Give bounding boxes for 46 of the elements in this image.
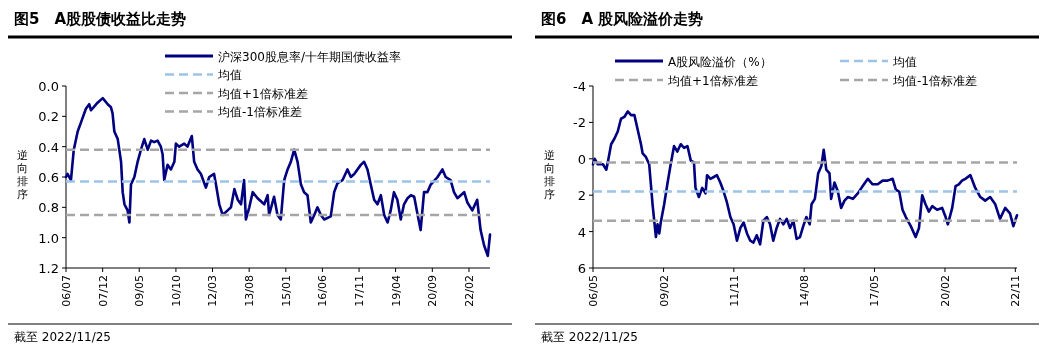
- x-tick-label: 13/08: [243, 275, 257, 307]
- y-tick-label: 0.0: [38, 79, 59, 94]
- text: 截至 2022/11/25: [541, 330, 638, 344]
- y-axis-title: 逆向排序: [543, 149, 555, 201]
- x-tick-label: 22/11: [1009, 275, 1023, 307]
- y-tick-label: -4: [573, 79, 586, 94]
- chart-title: 图6 A 股风险溢价走势: [541, 10, 704, 28]
- legend-label: 均值: [217, 68, 242, 82]
- y-tick-label: -2: [573, 115, 586, 131]
- x-tick-label: 10/10: [169, 275, 183, 307]
- x-tick-label: 20/09: [426, 275, 440, 307]
- x-tick-label: 06/07: [60, 275, 73, 307]
- x-tick-label: 14/08: [798, 275, 812, 307]
- y-tick-label: 0.4: [38, 139, 59, 155]
- y-tick-label: 1.2: [38, 261, 59, 276]
- x-tick-label: 09/05: [133, 275, 147, 307]
- legend-label: 均值: [892, 54, 917, 69]
- x-tick-label: 07/12: [96, 275, 110, 307]
- x-tick-label: 22/02: [462, 275, 476, 307]
- y-tick-label: 0.2: [38, 109, 59, 125]
- legend-label: A股风险溢价（%）: [668, 54, 772, 69]
- legend-label: 沪深300股息率/十年期国债收益率: [218, 49, 401, 64]
- y-axis-title: 逆向排序: [16, 149, 28, 201]
- x-tick-label: 12/03: [206, 275, 220, 307]
- y-tick-label: 0: [577, 151, 586, 167]
- y-tick-label: 4: [577, 224, 586, 240]
- x-tick-label: 11/11: [727, 275, 741, 307]
- legend-label: 均值-1倍标准差: [892, 73, 977, 88]
- y-tick-label: 0.8: [38, 200, 59, 216]
- chart-title: 图5 A股股债收益比走势: [14, 10, 187, 28]
- text: 截至 2022/11/25: [14, 330, 111, 344]
- x-tick-label: 16/06: [316, 275, 330, 307]
- x-tick-label: 20/02: [938, 275, 952, 307]
- x-tick-label: 19/04: [389, 275, 403, 307]
- legend-label: 均值+1倍标准差: [217, 86, 308, 101]
- y-tick-label: 2: [577, 188, 586, 204]
- x-tick-label: 15/01: [279, 275, 293, 307]
- legend-label: 均值+1倍标准差: [667, 73, 758, 88]
- x-tick-label: 17/11: [353, 275, 367, 307]
- y-tick-label: 0.6: [38, 170, 59, 185]
- x-tick-label: 09/02: [657, 275, 671, 307]
- legend-label: 均值-1倍标准差: [217, 105, 302, 119]
- x-tick-label: 06/05: [587, 275, 600, 307]
- x-tick-label: 17/05: [868, 275, 882, 307]
- y-tick-label: 6: [577, 261, 586, 276]
- y-tick-label: 1.0: [38, 230, 59, 246]
